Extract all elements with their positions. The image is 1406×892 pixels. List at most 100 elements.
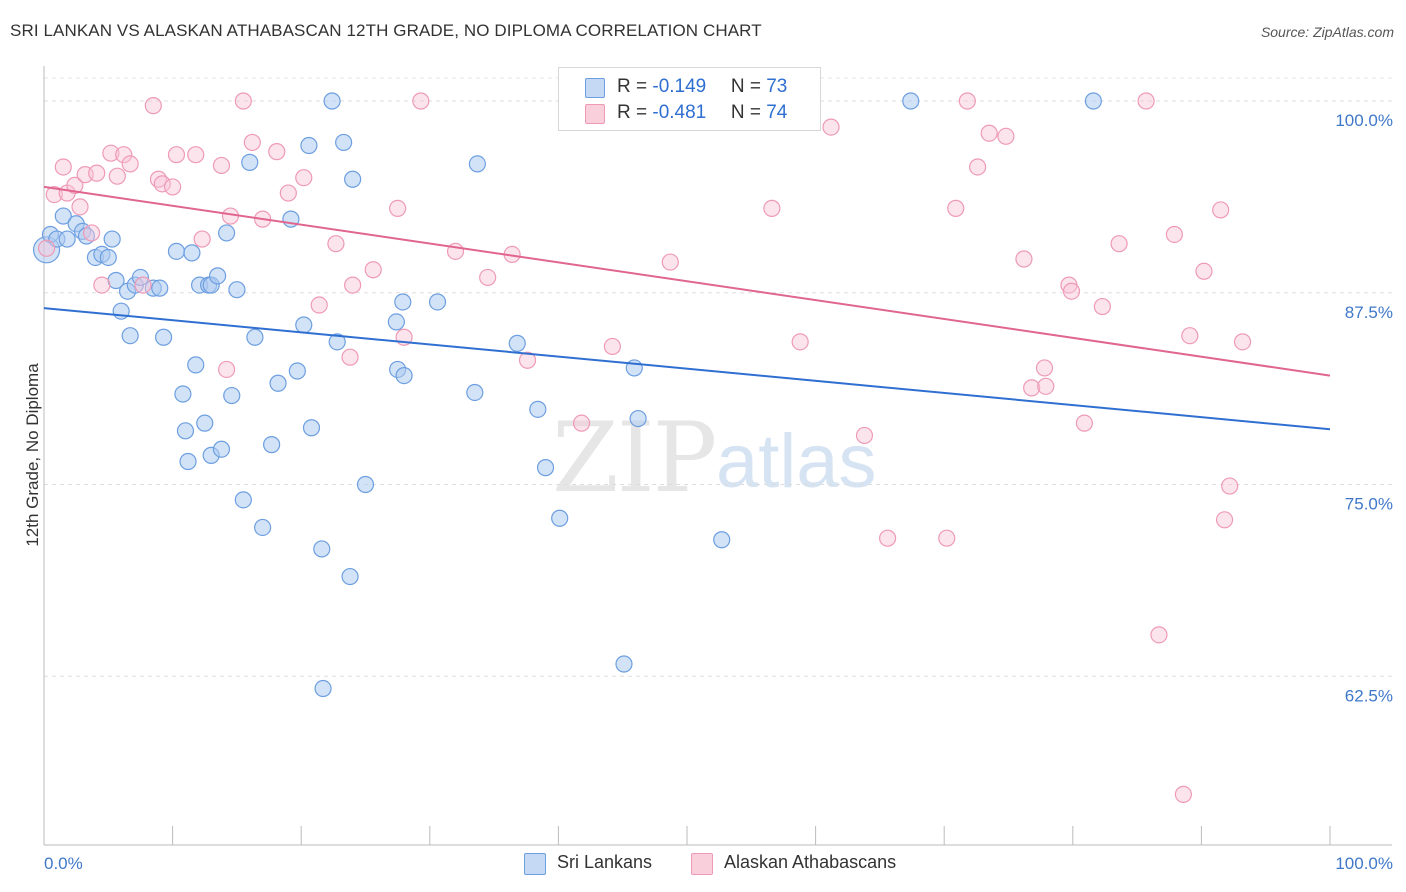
point-alaskan-athabascans [295,169,313,187]
point-alaskan-athabascans [364,261,382,279]
point-alaskan-athabascans [389,199,407,217]
y-tick-label: 62.5% [1345,686,1393,705]
point-sri-lankans [328,333,346,351]
point-alaskan-athabascans [518,351,537,369]
bottom-legend-swatch-alaskan-athabascans [691,853,713,875]
point-sri-lankans [254,518,272,537]
legend-n-label: N = [730,76,767,97]
point-sri-lankans [428,293,447,311]
point-alaskan-athabascans [93,276,111,294]
point-alaskan-athabascans [947,199,965,217]
point-alaskan-athabascans [88,164,106,182]
point-alaskan-athabascans [969,158,987,176]
point-alaskan-athabascans [1023,379,1041,397]
point-alaskan-athabascans [82,224,101,242]
point-sri-lankans [300,136,318,155]
legend-r-label: R = [617,102,653,123]
point-sri-lankans [395,366,413,385]
point-alaskan-athabascans [45,185,63,204]
point-alaskan-athabascans [279,184,297,202]
point-alaskan-athabascans [603,337,622,356]
point-sri-lankans [468,155,486,173]
point-sri-lankans [223,386,241,405]
point-alaskan-athabascans [980,124,998,142]
point-alaskan-athabascans [1212,201,1230,219]
point-alaskan-athabascans [412,92,430,110]
point-alaskan-athabascans [479,268,497,287]
point-alaskan-athabascans [855,426,874,445]
point-alaskan-athabascans [1015,250,1033,268]
trend-line-sri-lankans [43,307,1331,431]
point-alaskan-athabascans [234,92,252,110]
point-sri-lankans [356,475,375,494]
y-tick-label: 100.0% [1335,111,1393,130]
point-alaskan-athabascans [763,199,781,217]
point-alaskan-athabascans [879,529,897,547]
point-alaskan-athabascans [193,230,211,248]
y-tick-label: 75.0% [1345,495,1393,514]
point-sri-lankans [302,419,321,437]
y-axis-title: 12th Grade, No Diploma [23,363,42,547]
point-alaskan-athabascans [341,348,359,366]
point-sri-lankans [394,293,412,311]
point-alaskan-athabascans [310,296,328,314]
bottom-legend-sri-lankans: Sri Lankans [557,852,653,872]
point-sri-lankans [313,540,331,558]
chart-source: Source: ZipAtlas.com [1260,24,1394,40]
point-alaskan-athabascans [71,198,89,216]
point-alaskan-athabascans [1215,511,1234,529]
legend-swatch-sri-lankans [585,78,605,98]
point-alaskan-athabascans [66,176,84,194]
point-alaskan-athabascans [822,118,840,136]
points-layer [32,92,1252,803]
bottom-legend-swatch-sri-lankans [524,853,546,875]
point-sri-lankans [179,452,197,471]
point-sri-lankans [246,328,264,346]
trend-line-alaskan-athabascans [43,185,1331,377]
point-alaskan-athabascans [1233,333,1252,351]
legend-row-sri-lankans: R = -0.149 N = 73 [617,76,787,98]
point-alaskan-athabascans [1137,92,1155,110]
point-sri-lankans [551,509,569,527]
point-sri-lankans [228,281,246,299]
point-sri-lankans [187,356,205,374]
point-alaskan-athabascans [134,276,152,294]
point-alaskan-athabascans [115,146,133,164]
point-alaskan-athabascans [327,235,345,253]
point-sri-lankans [218,224,236,242]
legend-r-value: -0.481 [652,102,707,123]
point-sri-lankans [176,422,195,440]
point-sri-lankans [58,230,76,248]
legend-n-value: 74 [766,102,788,123]
point-sri-lankans [335,133,353,152]
point-sri-lankans [54,207,72,225]
point-alaskan-athabascans [1181,327,1199,345]
x-tick-label: 100.0% [1335,854,1393,873]
bottom-legend-alaskan-athabascans: Alaskan Athabascans [724,852,897,872]
point-sri-lankans [103,230,121,248]
point-sri-lankans [167,242,186,260]
point-alaskan-athabascans [167,146,186,164]
legend-r-value: -0.149 [652,76,707,97]
point-sri-lankans [234,491,252,509]
point-sri-lankans [212,440,231,458]
point-alaskan-athabascans [268,143,286,161]
point-sri-lankans [269,374,287,392]
point-alaskan-athabascans [153,175,171,193]
point-alaskan-athabascans [54,158,72,176]
point-alaskan-athabascans [958,92,976,110]
legend-row-alaskan-athabascans: R = -0.481 N = 74 [617,102,787,124]
point-sri-lankans [151,279,169,297]
point-sri-lankans [902,92,920,110]
point-sri-lankans [323,92,341,110]
point-alaskan-athabascans [1150,626,1168,644]
point-alaskan-athabascans [1221,477,1239,495]
trend-layer [43,185,1331,431]
chart-title: SRI LANKAN VS ALASKAN ATHABASCAN 12TH GR… [10,21,762,40]
point-alaskan-athabascans [243,133,261,152]
point-sri-lankans [154,328,173,346]
point-alaskan-athabascans [1093,297,1111,316]
point-alaskan-athabascans [1165,225,1183,244]
point-alaskan-athabascans [572,414,591,432]
point-alaskan-athabascans [997,127,1015,145]
